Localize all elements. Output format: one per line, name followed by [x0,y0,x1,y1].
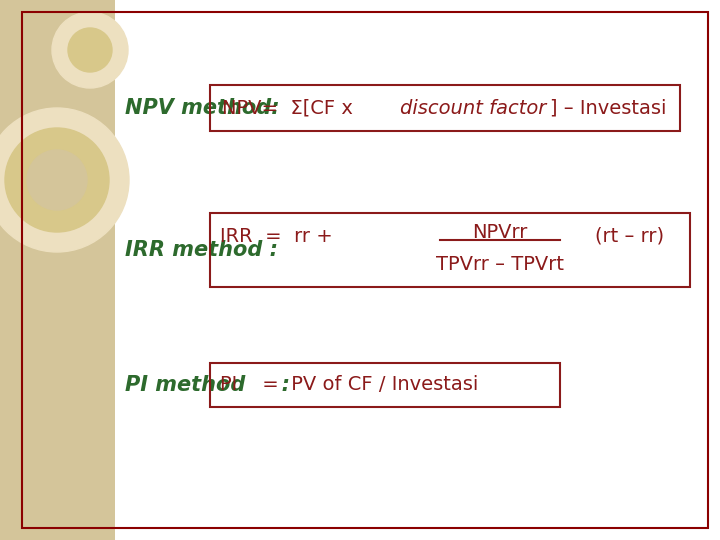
Bar [210,85,680,131]
Text: NPV method:: NPV method: [125,98,279,118]
Text: IRR method :: IRR method : [125,240,278,260]
Text: (rt – rr): (rt – rr) [595,226,664,246]
Circle shape [27,150,87,210]
Text: TPVrr – TPVrt: TPVrr – TPVrt [436,254,564,273]
Circle shape [0,108,129,252]
Text: PI method     :: PI method : [125,375,290,395]
Circle shape [52,12,128,88]
Bar [0,0,115,540]
Text: discount factor: discount factor [400,98,546,118]
Bar [210,213,690,287]
Bar [210,363,560,407]
Text: ] – Investasi: ] – Investasi [550,98,667,118]
Text: NPV=  Σ[CF x: NPV= Σ[CF x [222,98,359,118]
Circle shape [5,128,109,232]
Text: PI    =  PV of CF / Investasi: PI = PV of CF / Investasi [220,375,478,395]
Circle shape [68,28,112,72]
Text: IRR  =  rr +: IRR = rr + [220,226,333,246]
Text: NPVrr: NPVrr [472,222,528,241]
